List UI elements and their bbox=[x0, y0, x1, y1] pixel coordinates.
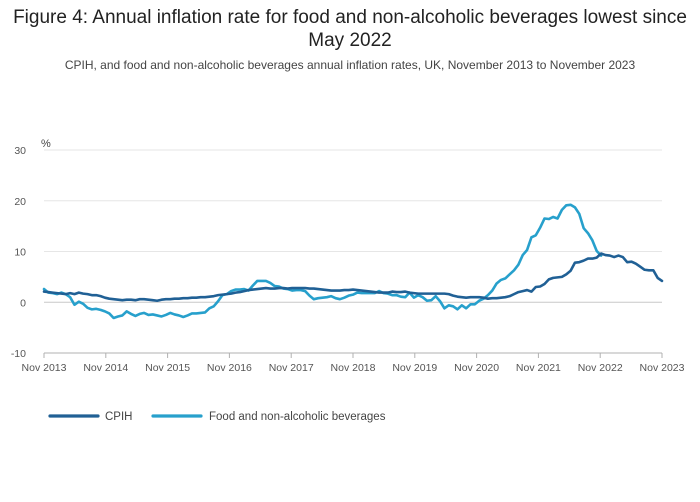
chart-subtitle: CPIH, and food and non-alcoholic beverag… bbox=[64, 58, 636, 72]
legend[interactable]: CPIH Food and non-alcoholic beverages bbox=[48, 411, 386, 423]
x-tick-label: Nov 2023 bbox=[640, 362, 685, 374]
legend-item[interactable]: Food and non-alcoholic beverages bbox=[151, 411, 386, 423]
grid-lines bbox=[44, 149, 662, 354]
series-line-food bbox=[42, 203, 603, 320]
legend-label: CPIH bbox=[105, 411, 132, 423]
y-tick-label: 10 bbox=[14, 247, 26, 259]
x-tick-label: Nov 2020 bbox=[454, 362, 499, 374]
series-lines bbox=[42, 203, 664, 320]
x-tick-label: Nov 2014 bbox=[83, 362, 128, 374]
y-axis-unit: % bbox=[41, 138, 51, 150]
x-tick-label: Nov 2021 bbox=[516, 362, 561, 374]
x-tick-label: Nov 2013 bbox=[22, 362, 67, 374]
x-tick-label: Nov 2017 bbox=[269, 362, 314, 374]
y-axis: 30 20 10 0 -10 bbox=[11, 145, 26, 360]
y-tick-label: 30 bbox=[14, 145, 26, 157]
y-tick-label: 0 bbox=[20, 297, 26, 309]
y-tick-label: -10 bbox=[11, 348, 26, 360]
x-tick-label: Nov 2015 bbox=[145, 362, 190, 374]
x-tick-label: Nov 2019 bbox=[392, 362, 437, 374]
x-tick-label: Nov 2018 bbox=[331, 362, 376, 374]
chart-title: Figure 4: Annual inflation rate for food… bbox=[13, 7, 687, 51]
x-axis: Nov 2013 Nov 2014 Nov 2015 Nov 2016 Nov 2017… bbox=[22, 352, 685, 374]
legend-label: Food and non-alcoholic beverages bbox=[209, 411, 386, 423]
x-tick-label: Nov 2016 bbox=[207, 362, 252, 374]
y-tick-label: 20 bbox=[14, 196, 26, 208]
legend-item[interactable]: CPIH bbox=[48, 411, 132, 423]
series-line-cpih bbox=[42, 252, 664, 303]
x-tick-label: Nov 2022 bbox=[578, 362, 623, 374]
